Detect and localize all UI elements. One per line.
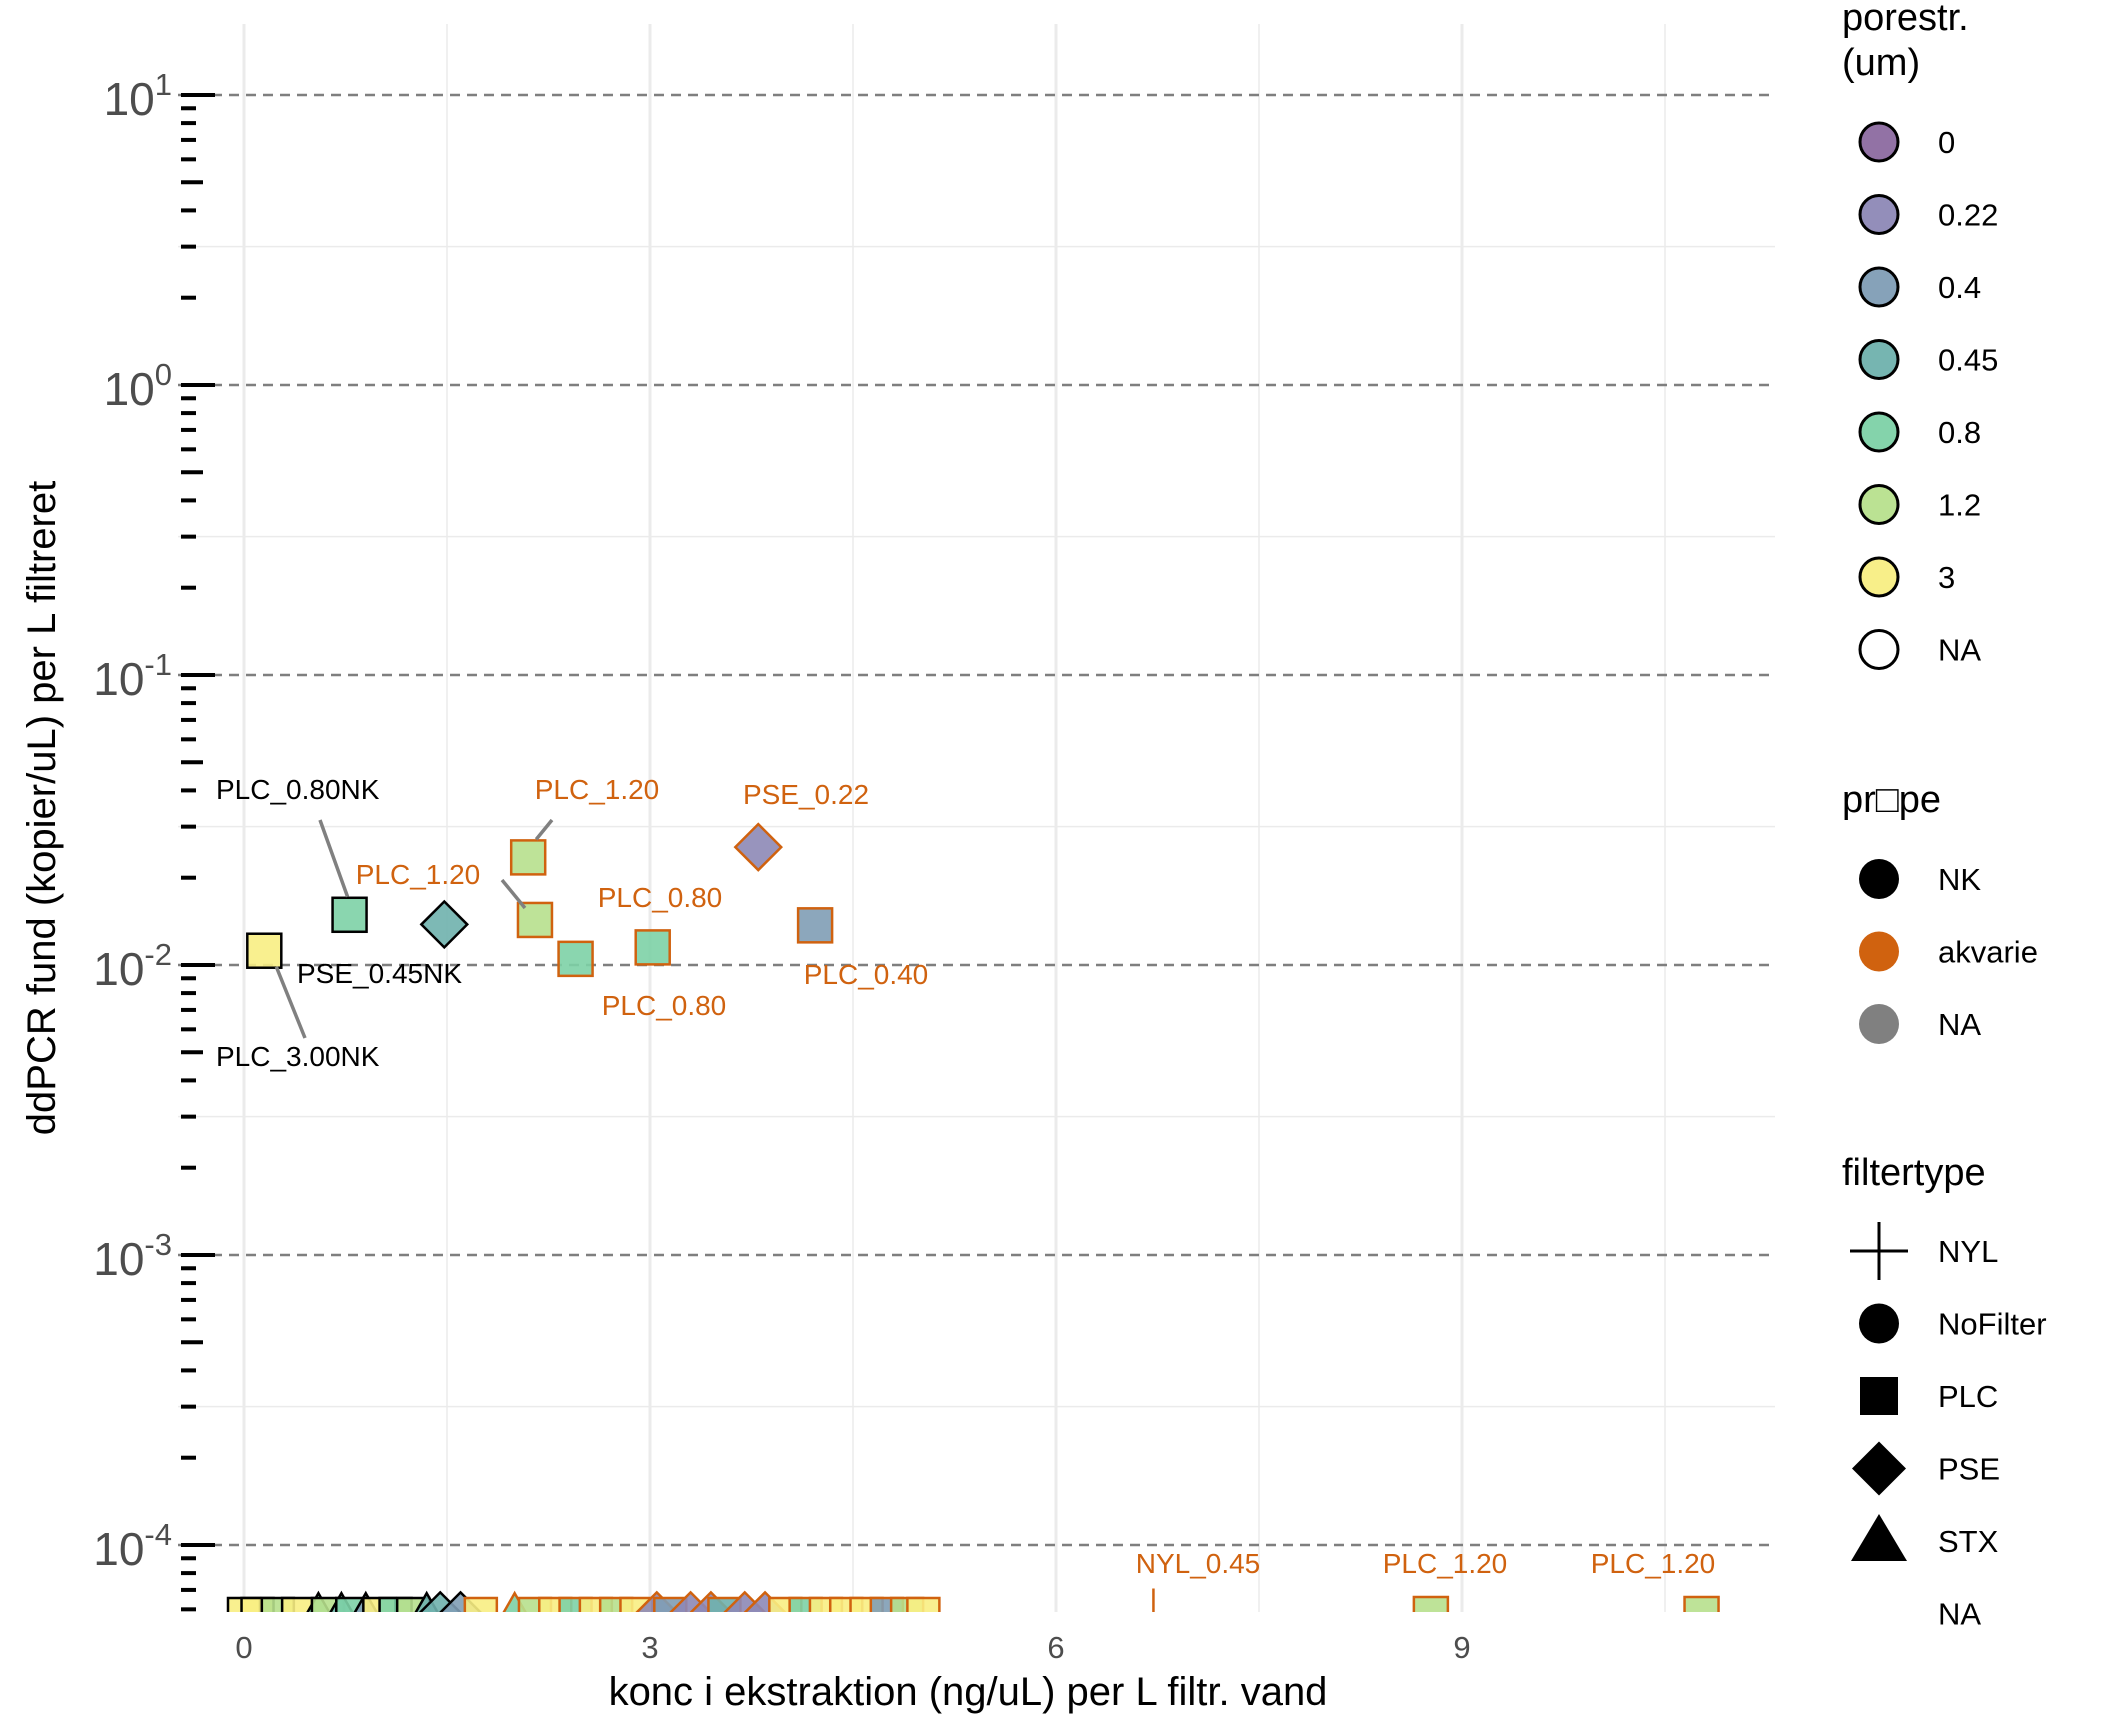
point-label: PLC_0.80 bbox=[602, 990, 727, 1021]
x-tick-label: 3 bbox=[641, 1630, 658, 1665]
legend-swatch-porestr bbox=[1858, 556, 1900, 598]
point-label: PSE_0.45NK bbox=[297, 958, 462, 989]
point-label: PLC_1.20 bbox=[1591, 1548, 1716, 1579]
legend-label-porestr: 0.4 bbox=[1938, 270, 1981, 305]
x-axis: 0 3 6 9 bbox=[235, 1630, 1470, 1665]
grid-layer bbox=[178, 24, 1775, 1612]
legend-title-filtertype: filtertype bbox=[1842, 1152, 1986, 1194]
x-tick-label: 9 bbox=[1453, 1630, 1470, 1665]
point-label: PLC_0.80NK bbox=[216, 774, 380, 805]
x-axis-title: konc i ekstraktion (ng/uL) per L filtr. … bbox=[609, 1670, 1328, 1714]
legend-swatch-porestr bbox=[1858, 194, 1900, 235]
legend-square-icon bbox=[1860, 1377, 1898, 1415]
point-label: PLC_1.20 bbox=[356, 859, 481, 890]
leader-line bbox=[534, 818, 554, 841]
data-point bbox=[634, 929, 671, 966]
legend-swatch-porestr bbox=[1858, 339, 1900, 380]
point-label: PLC_3.00NK bbox=[216, 1041, 380, 1072]
legend-title-porestr: porestr. bbox=[1842, 0, 1969, 39]
legend-label-porestr: 0.45 bbox=[1938, 343, 1998, 378]
legend-diamond-icon bbox=[1852, 1441, 1906, 1496]
legend-label-probe: NK bbox=[1938, 862, 1981, 897]
data-point bbox=[733, 822, 783, 872]
leader-line bbox=[274, 966, 307, 1039]
y-tick-label: 10-4 bbox=[93, 1517, 172, 1575]
data-point bbox=[1683, 1595, 1720, 1612]
data-point bbox=[1412, 1595, 1450, 1612]
x-tick-label: 6 bbox=[1047, 1630, 1064, 1665]
legend-label-filtertype: STX bbox=[1938, 1524, 1999, 1559]
legend-circle-icon bbox=[1859, 1303, 1899, 1344]
y-tick-label: 10-3 bbox=[93, 1227, 172, 1285]
data-points bbox=[246, 822, 1720, 1612]
data-point bbox=[509, 839, 547, 876]
legend-label-filtertype: NYL bbox=[1938, 1234, 1998, 1269]
point-label: PLC_1.20 bbox=[535, 774, 660, 805]
floor-point bbox=[463, 1596, 499, 1612]
floor-point bbox=[906, 1596, 941, 1612]
legend-swatch-porestr bbox=[1858, 411, 1900, 453]
point-label: PLC_0.80 bbox=[598, 882, 723, 913]
y-tick-label: 100 bbox=[104, 357, 172, 415]
point-labels: PLC_3.00NK PLC_0.80NK PSE_0.45NK PLC_1.20 PL… bbox=[216, 774, 1715, 1579]
floor-points bbox=[226, 1590, 941, 1612]
data-point bbox=[331, 896, 368, 934]
y-axis: 10-4 10-3 10-2 10-1 100 101 bbox=[93, 67, 215, 1612]
leader-line bbox=[500, 878, 527, 910]
legend-label-filtertype: PLC bbox=[1938, 1379, 1998, 1414]
data-point bbox=[1152, 1588, 1155, 1612]
legend-label-porestr: 0 bbox=[1938, 125, 1955, 160]
legend-label-probe: NA bbox=[1938, 1007, 1981, 1042]
data-point bbox=[246, 932, 283, 969]
legend-label-porestr: 1.2 bbox=[1938, 488, 1981, 523]
data-point bbox=[419, 899, 470, 950]
legend-swatch-porestr bbox=[1858, 266, 1900, 308]
point-label: PLC_1.20 bbox=[1383, 1548, 1508, 1579]
point-label: PLC_0.40 bbox=[804, 959, 929, 990]
legend-label-filtertype: NoFilter bbox=[1938, 1307, 2047, 1342]
legend-title-porestr: (um) bbox=[1842, 42, 1920, 84]
x-tick-label: 0 bbox=[235, 1630, 252, 1665]
legend-swatch-porestr bbox=[1858, 629, 1900, 670]
leader-line bbox=[318, 819, 350, 898]
legend-label-filtertype: NA bbox=[1938, 1597, 1981, 1632]
data-point bbox=[796, 907, 834, 944]
y-tick-label: 101 bbox=[104, 67, 172, 125]
legend-label-probe: akvarie bbox=[1938, 935, 2038, 970]
legend-triangle-icon bbox=[1851, 1514, 1907, 1561]
data-point bbox=[516, 901, 554, 939]
point-label: NYL_0.45 bbox=[1136, 1548, 1261, 1579]
y-tick-label: 10-1 bbox=[93, 647, 172, 705]
legend-swatch-probe bbox=[1859, 931, 1899, 972]
legend-label-porestr: NA bbox=[1938, 633, 1981, 668]
data-point bbox=[557, 940, 594, 978]
y-tick-label: 10-2 bbox=[93, 937, 172, 995]
legend-label-filtertype: PSE bbox=[1938, 1452, 2000, 1487]
point-label: PSE_0.22 bbox=[743, 779, 869, 810]
y-axis-title: ddPCR fund (kopier/uL) per L filtreret bbox=[20, 481, 64, 1135]
legend-swatch-porestr bbox=[1858, 484, 1900, 525]
legend-swatch-probe bbox=[1859, 1004, 1899, 1044]
floor-point bbox=[280, 1596, 316, 1612]
legend-swatch-probe bbox=[1859, 859, 1899, 899]
legend-swatch-porestr bbox=[1858, 121, 1900, 163]
legend-label-porestr: 0.22 bbox=[1938, 198, 1998, 233]
legend-label-porestr: 0.8 bbox=[1938, 415, 1981, 450]
legend-label-porestr: 3 bbox=[1938, 560, 1955, 595]
legend-title-probe: pr□pe bbox=[1842, 779, 1941, 821]
legend: porestr.(um) 0 0.22 0.4 0.45 0.8 1.2 3 NA pr□pe NK… bbox=[1842, 0, 2047, 1632]
